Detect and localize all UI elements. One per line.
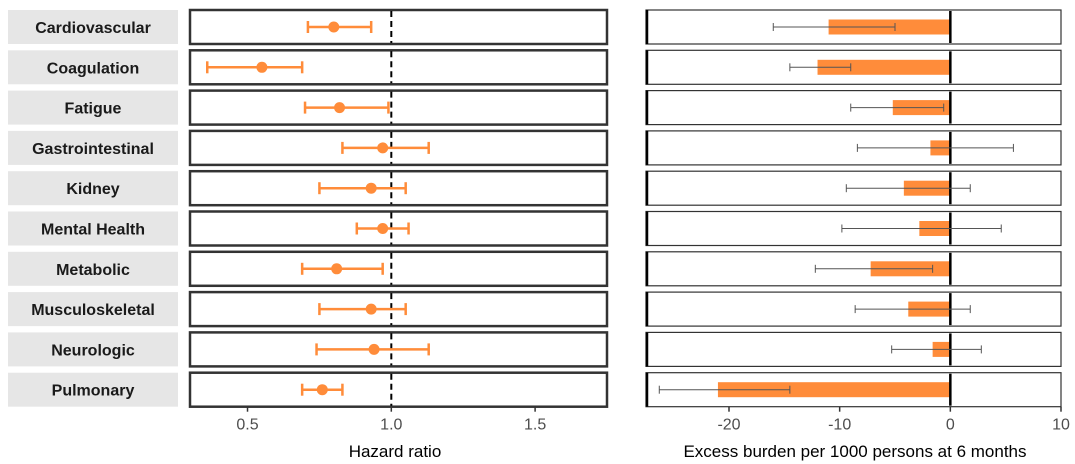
eb-row-frame-musculoskeletal <box>645 291 1062 327</box>
strip-cardiovascular <box>8 10 178 44</box>
hr-tick-label-2: 1.5 <box>524 417 546 434</box>
hazard-ratio-axis: 0.5 1.0 1.5 <box>236 406 546 434</box>
excess-burden-axis: -20 -10 0 10 <box>717 406 1070 434</box>
strip-coagulation <box>8 50 178 85</box>
hr-row-frame-coagulation <box>188 49 609 86</box>
hr-point-gastrointestinal <box>377 142 389 154</box>
strip-metabolic <box>8 251 178 286</box>
row-label-fatigue: Fatigue <box>65 101 122 118</box>
hazard-ratio-panel <box>188 8 609 408</box>
hr-point-metabolic <box>331 263 343 275</box>
strip-neurologic <box>8 332 178 367</box>
hr-row-frame-cardiovascular <box>188 8 609 46</box>
hr-row-frame-pulmonary <box>188 371 609 408</box>
hr-point-neurologic <box>368 343 380 355</box>
hr-row-frame-fatigue <box>188 89 609 126</box>
strip-mental-health <box>8 211 178 246</box>
excess-burden-panel <box>645 9 1062 408</box>
eb-tick-label-1: -10 <box>828 417 851 434</box>
eb-row-frame-kidney <box>645 170 1062 206</box>
hr-row-frame-metabolic <box>188 250 609 288</box>
hr-point-musculoskeletal <box>365 303 377 315</box>
strip-kidney <box>8 171 178 206</box>
hr-point-coagulation <box>256 61 268 73</box>
row-label-cardiovascular: Cardiovascular <box>35 20 151 37</box>
row-label-kidney: Kidney <box>66 181 119 198</box>
strip-pulmonary <box>8 372 178 407</box>
eb-bar-pulmonary <box>717 382 951 398</box>
row-label-mental-health: Mental Health <box>41 222 145 239</box>
row-label-metabolic: Metabolic <box>56 262 130 279</box>
strip-gastrointestinal <box>8 130 178 165</box>
eb-tick-label-3: 10 <box>1052 417 1070 434</box>
strip-fatigue <box>8 90 178 125</box>
hr-point-cardiovascular <box>328 21 340 33</box>
row-label-pulmonary: Pulmonary <box>52 383 135 400</box>
row-label-neurologic: Neurologic <box>51 342 135 359</box>
hr-point-fatigue <box>334 102 346 114</box>
row-strips: Cardiovascular Coagulation Fatigue Gastroin… <box>8 10 178 407</box>
row-label-gastrointestinal: Gastrointestinal <box>32 141 154 158</box>
hr-point-kidney <box>365 182 377 194</box>
hazard-ratio-axis-title: Hazard ratio <box>349 442 442 461</box>
eb-tick-label-0: -20 <box>717 417 740 434</box>
hr-point-pulmonary <box>316 384 328 396</box>
row-label-coagulation: Coagulation <box>47 60 139 77</box>
strip-musculoskeletal <box>8 292 178 327</box>
eb-tick-label-2: 0 <box>946 417 955 434</box>
hr-point-mental-health <box>377 223 389 234</box>
eb-row-frame-neurologic <box>645 331 1062 367</box>
hr-tick-label-0: 0.5 <box>236 417 258 434</box>
hr-tick-label-1: 1.0 <box>380 417 402 434</box>
row-label-musculoskeletal: Musculoskeletal <box>31 302 155 319</box>
excess-burden-axis-title: Excess burden per 1000 persons at 6 mont… <box>683 442 1026 461</box>
